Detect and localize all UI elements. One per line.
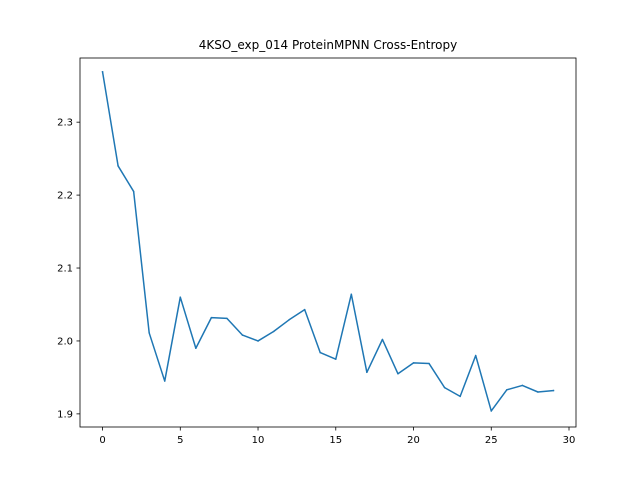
- x-tick-label: 15: [329, 435, 342, 446]
- data-point: [506, 389, 508, 391]
- y-tick-label: 2.0: [57, 336, 73, 347]
- data-point: [241, 334, 244, 336]
- y-tick-label: 2.3: [57, 118, 73, 129]
- data-point: [195, 347, 197, 349]
- data-point: [319, 351, 321, 354]
- data-point: [474, 354, 477, 357]
- data-point: [366, 371, 368, 374]
- data-point: [381, 338, 384, 341]
- x-axis: 0 5 10 15 20 25 30: [99, 427, 575, 446]
- data-point: [459, 395, 461, 398]
- x-tick-label: 25: [485, 435, 498, 446]
- data-point: [148, 332, 150, 334]
- data-point: [272, 330, 275, 333]
- plot-area: [101, 70, 555, 412]
- data-point: [257, 340, 259, 342]
- y-tick-label: 1.9: [57, 409, 73, 420]
- data-point: [132, 190, 135, 193]
- series-line: [101, 70, 555, 412]
- x-tick-label: 10: [252, 435, 265, 446]
- data-point: [101, 71, 104, 73]
- y-axis: 1.9 2.0 2.1 2.2 2.3: [57, 118, 80, 420]
- data-point: [412, 362, 415, 364]
- data-point: [552, 389, 555, 392]
- data-point: [521, 384, 524, 387]
- data-point: [163, 380, 166, 382]
- data-point: [210, 316, 213, 319]
- x-tick-label: 30: [563, 435, 576, 446]
- data-point: [179, 296, 182, 298]
- data-point: [537, 391, 539, 393]
- data-point: [428, 362, 430, 365]
- x-tick-label: 5: [177, 435, 183, 446]
- y-tick-label: 2.2: [57, 191, 73, 202]
- data-point: [226, 317, 228, 320]
- data-point: [303, 308, 306, 311]
- data-point: [397, 373, 399, 375]
- data-point: [350, 293, 353, 296]
- x-tick-label: 0: [99, 435, 105, 446]
- axes-frame: [79, 57, 577, 428]
- data-point: [490, 410, 493, 412]
- y-tick-label: 2.1: [57, 264, 73, 275]
- chart-title: 4KSO_exp_014 ProteinMPNN Cross-Entropy: [199, 38, 457, 52]
- data-point: [443, 386, 446, 389]
- data-point: [117, 165, 119, 167]
- data-point: [335, 358, 337, 360]
- data-point: [288, 319, 290, 321]
- x-tick-label: 20: [407, 435, 420, 446]
